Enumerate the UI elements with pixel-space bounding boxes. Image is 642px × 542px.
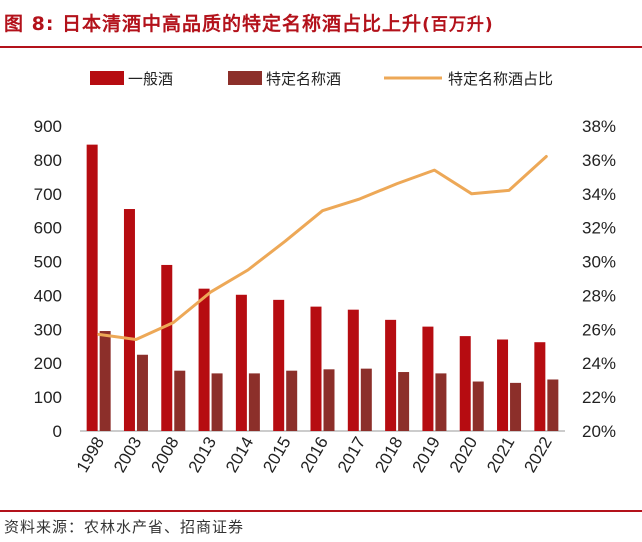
x-tick-label: 2021 xyxy=(483,434,518,476)
x-tick-label: 2019 xyxy=(409,434,444,476)
chart: 0 100 200 300 400 500 600 700 800 900 20% 22% 24% 26%… xyxy=(34,70,616,476)
bar-special xyxy=(323,369,335,431)
y-right-tick-label: 36% xyxy=(582,151,616,170)
y-left-tick-label: 600 xyxy=(34,219,62,238)
y-left-tick-label: 500 xyxy=(34,253,62,272)
bar-special xyxy=(472,381,484,431)
bar-general xyxy=(497,339,509,431)
y-right-tick-label: 38% xyxy=(582,117,616,136)
y-right-tick-label: 32% xyxy=(582,219,616,238)
bar-special xyxy=(248,373,260,431)
bar-general xyxy=(123,209,135,431)
x-tick-label: 1998 xyxy=(73,434,108,476)
y-right-tick-label: 28% xyxy=(582,286,616,305)
x-tick-label: 2003 xyxy=(110,434,145,476)
bar-general xyxy=(422,326,434,431)
chart-title-text: 图 8: 日本清酒中高品质的特定名称酒占比上升 xyxy=(4,13,423,35)
x-tick-label: 2015 xyxy=(259,434,294,476)
bar-special xyxy=(286,370,298,431)
x-tick-label: 2022 xyxy=(520,434,555,476)
y-left-tick-label: 900 xyxy=(34,117,62,136)
bar-special xyxy=(211,373,223,431)
bar-special xyxy=(99,331,111,431)
bar-general xyxy=(273,299,285,431)
chart-unit: (百万升) xyxy=(422,15,494,35)
bar-special xyxy=(136,354,148,431)
x-tick-label: 2013 xyxy=(185,434,220,476)
bar-general xyxy=(347,309,359,431)
bar-general xyxy=(198,288,210,431)
bar-special xyxy=(398,372,410,431)
y-left-tick-label: 300 xyxy=(34,320,62,339)
bar-general xyxy=(385,319,397,431)
bar-general xyxy=(235,294,247,431)
x-tick-label: 2016 xyxy=(297,434,332,476)
x-tick-label: 2014 xyxy=(222,434,257,476)
y-left-tick-label: 800 xyxy=(34,151,62,170)
bar-general xyxy=(459,336,471,431)
source-note: 资料来源：农林水产省、招商证券 xyxy=(4,518,245,536)
y-left-tick-label: 200 xyxy=(34,354,62,373)
y-right-tick-label: 26% xyxy=(582,320,616,339)
bar-general xyxy=(310,306,322,431)
title-divider xyxy=(0,46,642,48)
y-right-tick-label: 30% xyxy=(582,253,616,272)
y-left-tick-label: 400 xyxy=(34,286,62,305)
y-right-tick-label: 20% xyxy=(582,422,616,441)
bar-general xyxy=(161,264,173,431)
x-tick-label: 2008 xyxy=(147,434,182,476)
source-divider xyxy=(0,510,642,512)
bar-special xyxy=(510,382,522,431)
bar-special xyxy=(435,373,447,431)
y-right-tick-label: 34% xyxy=(582,185,616,204)
y-left-tick-label: 100 xyxy=(34,388,62,407)
bar-general xyxy=(534,342,546,431)
y-right-tick-label: 22% xyxy=(582,388,616,407)
y-left-tick-label: 700 xyxy=(34,185,62,204)
bar-special xyxy=(360,368,372,431)
legend-label: 特定名称酒占比 xyxy=(448,70,553,88)
legend-label: 特定名称酒 xyxy=(266,70,341,88)
legend-swatch-special xyxy=(228,71,262,85)
x-tick-label: 2020 xyxy=(446,434,481,476)
bar-special xyxy=(174,370,186,431)
chart-title: 图 8: 日本清酒中高品质的特定名称酒占比上升(百万升) xyxy=(4,8,638,40)
legend-label: 一般酒 xyxy=(128,70,173,88)
y-left-tick-label: 0 xyxy=(53,422,62,441)
x-tick-label: 2017 xyxy=(334,434,369,476)
bar-general xyxy=(86,144,98,431)
x-tick-label: 2018 xyxy=(371,434,406,476)
y-right-tick-label: 24% xyxy=(582,354,616,373)
bar-special xyxy=(547,379,559,431)
legend-swatch-general xyxy=(90,71,124,85)
